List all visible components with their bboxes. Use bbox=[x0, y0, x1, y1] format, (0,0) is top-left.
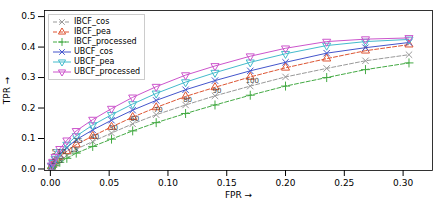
svg-text:0.5: 0.5 bbox=[21, 11, 35, 21]
svg-text:0.2: 0.2 bbox=[21, 103, 35, 113]
svg-text:40: 40 bbox=[90, 133, 99, 141]
svg-text:0.00: 0.00 bbox=[40, 178, 60, 188]
svg-text:0.20: 0.20 bbox=[276, 178, 296, 188]
svg-text:90: 90 bbox=[213, 87, 222, 95]
svg-text:0.3: 0.3 bbox=[21, 72, 35, 82]
svg-text:0.05: 0.05 bbox=[99, 178, 119, 188]
svg-text:50: 50 bbox=[109, 124, 118, 132]
html-text:UBCF_processed: UBCF_processed bbox=[74, 67, 141, 76]
svg-text:5: 5 bbox=[52, 148, 56, 156]
html-text:IBCF_cos: IBCF_cos bbox=[74, 17, 110, 26]
html-text:IBCF_pea: IBCF_pea bbox=[74, 27, 111, 36]
svg-text:15: 15 bbox=[69, 146, 78, 154]
svg-text:25: 25 bbox=[74, 137, 83, 145]
svg-text:0.4: 0.4 bbox=[21, 42, 36, 52]
svg-text:60: 60 bbox=[130, 115, 139, 123]
svg-text:0.10: 0.10 bbox=[158, 178, 178, 188]
svg-text:0.15: 0.15 bbox=[217, 178, 237, 188]
svg-text:3: 3 bbox=[58, 157, 62, 165]
svg-text:0.1: 0.1 bbox=[21, 133, 35, 143]
svg-text:0.30: 0.30 bbox=[393, 178, 413, 188]
html-text:IBCF_processed: IBCF_processed bbox=[74, 37, 137, 46]
svg-text:80: 80 bbox=[183, 96, 192, 104]
svg-text:TPR →: TPR → bbox=[2, 76, 12, 105]
svg-text:2: 2 bbox=[51, 158, 56, 167]
svg-text:10: 10 bbox=[57, 148, 66, 156]
svg-text:0.25: 0.25 bbox=[334, 178, 354, 188]
svg-text:70: 70 bbox=[154, 106, 163, 114]
html-text:UBCF_cos: UBCF_cos bbox=[74, 47, 113, 56]
svg-text:100: 100 bbox=[246, 77, 259, 85]
svg-text:FPR →: FPR → bbox=[225, 190, 253, 200]
html-text:UBCF_pea: UBCF_pea bbox=[74, 57, 115, 66]
svg-text:0.0: 0.0 bbox=[21, 164, 36, 174]
